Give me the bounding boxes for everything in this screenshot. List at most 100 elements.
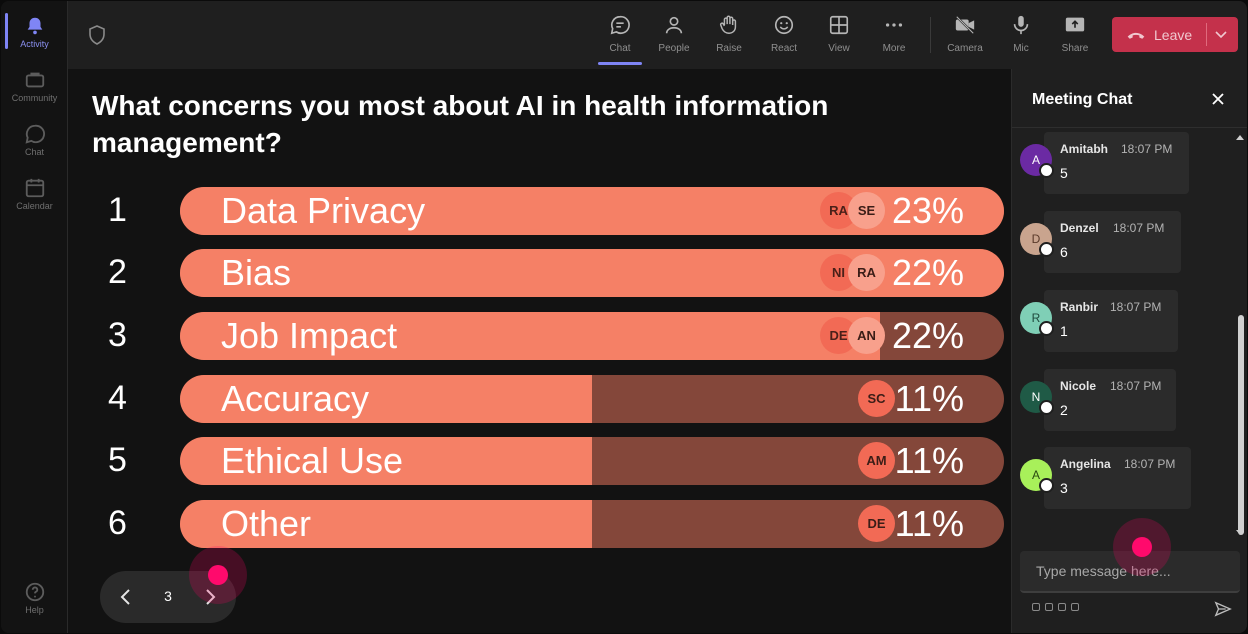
message-author: Nicole bbox=[1060, 379, 1097, 393]
poll-option-row: 4 Accuracy SC 11% bbox=[68, 375, 1011, 423]
rail-item-calendar[interactable]: Calendar bbox=[1, 169, 68, 221]
option-bar[interactable]: Data Privacy RA SE 23% bbox=[180, 187, 1004, 235]
meeting-chat-panel: Meeting Chat Amitabh 18:07 PM 5 A Denzel 18:0… bbox=[1011, 69, 1247, 633]
voter-initials-chip: SC bbox=[858, 380, 895, 417]
rail-label: Chat bbox=[24, 147, 44, 157]
toolbar-view-button[interactable]: View bbox=[814, 11, 864, 61]
message-text: 1 bbox=[1060, 323, 1068, 339]
message-timestamp: 18:07 PM bbox=[1110, 300, 1162, 314]
message-text: 5 bbox=[1060, 165, 1068, 181]
rail-label: Calendar bbox=[16, 201, 53, 211]
chat-message[interactable]: Amitabh 18:07 PM 5 bbox=[1044, 132, 1189, 194]
toolbar-label: More bbox=[882, 43, 906, 54]
option-label: Ethical Use bbox=[221, 440, 404, 481]
emoji-icon[interactable] bbox=[1058, 603, 1066, 611]
option-percent: 22% bbox=[891, 315, 964, 356]
poll-stage: What concerns you most about AI in healt… bbox=[68, 69, 1011, 633]
avatar[interactable]: R bbox=[1020, 302, 1054, 336]
message-input[interactable] bbox=[1020, 551, 1240, 591]
message-author: Amitabh bbox=[1060, 142, 1108, 156]
chat-message[interactable]: Denzel 18:07 PM 6 bbox=[1044, 211, 1181, 273]
leave-divider bbox=[1206, 23, 1207, 46]
chat-icon bbox=[610, 15, 630, 35]
share-screen-icon bbox=[1065, 17, 1085, 32]
option-number: 2 bbox=[108, 253, 127, 291]
cursor-indicator bbox=[189, 546, 247, 604]
rail-item-activity[interactable]: Activity bbox=[1, 7, 68, 59]
option-number: 5 bbox=[108, 441, 127, 479]
chat-message[interactable]: Nicole 18:07 PM 2 bbox=[1044, 369, 1176, 431]
voter-initials-chip: SE bbox=[848, 192, 885, 229]
shield-icon[interactable] bbox=[88, 25, 106, 45]
toolbar-label: Chat bbox=[609, 43, 631, 54]
avatar[interactable]: N bbox=[1020, 381, 1054, 415]
rail-label: Help bbox=[25, 605, 44, 615]
message-author: Denzel bbox=[1060, 221, 1099, 235]
help-icon bbox=[25, 582, 44, 602]
option-bar[interactable]: Job Impact DE AN 22% bbox=[180, 312, 1004, 360]
message-timestamp: 18:07 PM bbox=[1110, 379, 1162, 393]
option-bar[interactable]: Ethical Use AM 11% bbox=[180, 437, 1004, 485]
voter-initials-chip: RA bbox=[848, 254, 885, 291]
toolbar-label: Raise bbox=[716, 43, 742, 54]
chevron-right-icon[interactable] bbox=[200, 587, 220, 607]
toolbar-more-button[interactable]: More bbox=[869, 11, 919, 61]
scroll-up-icon[interactable] bbox=[1235, 133, 1245, 141]
chevron-left-icon[interactable] bbox=[116, 587, 136, 607]
message-author: Angelina bbox=[1060, 457, 1111, 471]
voter-initials-chip: AM bbox=[858, 442, 895, 479]
rail-item-chat[interactable]: Chat bbox=[1, 115, 68, 167]
rail-item-help[interactable]: Help bbox=[1, 573, 68, 625]
microphone-icon bbox=[1013, 15, 1029, 35]
option-bar[interactable]: Bias NI RA 22% bbox=[180, 249, 1004, 297]
meeting-toolbar: Chat People Raise React View More Camera bbox=[68, 1, 1247, 69]
toolbar-label: Camera bbox=[947, 43, 983, 54]
option-percent: 23% bbox=[891, 190, 964, 231]
poll-option-row: 6 Other DE 11% bbox=[68, 500, 1011, 548]
option-number: 1 bbox=[108, 191, 127, 229]
toolbar-share-button[interactable]: Share bbox=[1050, 11, 1100, 61]
gif-icon[interactable] bbox=[1071, 603, 1079, 611]
message-timestamp: 18:07 PM bbox=[1113, 221, 1165, 235]
option-percent: 11% bbox=[894, 378, 964, 419]
scroll-down-icon[interactable] bbox=[1235, 529, 1245, 537]
rail-label: Community bbox=[11, 93, 58, 103]
message-author: Ranbir bbox=[1060, 300, 1099, 314]
leave-button[interactable]: Leave bbox=[1112, 17, 1238, 52]
option-bar[interactable]: Other DE 11% bbox=[180, 500, 1004, 548]
rail-item-community[interactable]: Community bbox=[1, 61, 68, 113]
toolbar-label: View bbox=[828, 43, 850, 54]
toolbar-label: Mic bbox=[1013, 43, 1029, 54]
chat-scrollbar-thumb[interactable] bbox=[1238, 315, 1244, 535]
toolbar-chat-button[interactable]: Chat bbox=[595, 11, 645, 65]
option-percent: 22% bbox=[891, 252, 964, 293]
close-icon[interactable] bbox=[1210, 91, 1226, 107]
chevron-down-icon[interactable] bbox=[1214, 27, 1228, 41]
chat-message[interactable]: Ranbir 18:07 PM 1 bbox=[1044, 290, 1178, 352]
toolbar-raise-button[interactable]: Raise bbox=[704, 11, 754, 61]
leave-label: Leave bbox=[1154, 26, 1193, 43]
avatar[interactable]: A bbox=[1020, 144, 1054, 178]
toolbar-react-button[interactable]: React bbox=[759, 11, 809, 61]
poll-question: What concerns you most about AI in healt… bbox=[92, 90, 829, 158]
toolbar-people-button[interactable]: People bbox=[649, 11, 699, 61]
format-icon[interactable] bbox=[1032, 603, 1040, 611]
cursor-indicator bbox=[1113, 518, 1171, 576]
option-label: Other bbox=[221, 503, 312, 544]
toolbar-camera-button[interactable]: Camera bbox=[940, 11, 990, 61]
rail-label: Activity bbox=[20, 39, 49, 49]
option-bar[interactable]: Accuracy SC 11% bbox=[180, 375, 1004, 423]
toolbar-mic-button[interactable]: Mic bbox=[996, 11, 1046, 61]
send-icon[interactable] bbox=[1214, 600, 1232, 618]
avatar[interactable]: D bbox=[1020, 223, 1054, 257]
calendar-icon bbox=[25, 178, 44, 198]
chat-divider bbox=[1012, 127, 1247, 128]
message-text: 3 bbox=[1060, 480, 1068, 496]
option-bar-fill bbox=[180, 312, 881, 360]
avatar[interactable]: A bbox=[1020, 459, 1054, 493]
camera-off-icon bbox=[955, 15, 975, 35]
attach-icon[interactable] bbox=[1045, 603, 1053, 611]
chat-icon bbox=[25, 124, 45, 144]
option-number: 4 bbox=[108, 379, 127, 417]
chat-message[interactable]: Angelina 18:07 PM 3 bbox=[1044, 447, 1191, 509]
